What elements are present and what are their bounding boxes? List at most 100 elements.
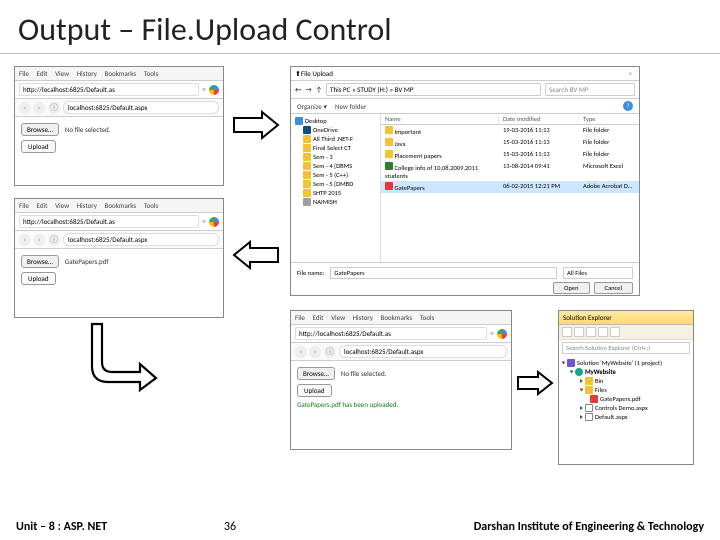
footer: Unit – 8 : ASP. NET 36 Darshan Institute… (0, 514, 720, 540)
nav-tree-item[interactable]: All Third .NET-F (293, 134, 378, 143)
tab-close-icon[interactable]: × (202, 85, 206, 95)
browse-button[interactable]: Browse… (21, 255, 59, 268)
url-input[interactable]: localhost:6825/Default.aspx (339, 345, 507, 358)
se-default-node[interactable]: Default.aspx (562, 412, 690, 421)
nav-tree-item[interactable]: Final Select CT (293, 143, 378, 152)
aspx-icon (585, 404, 593, 412)
browser-tab-row: http://localhost:6825/Default.as × (15, 81, 223, 99)
se-search-input[interactable]: Search Solution Explorer (Ctrl+;) (562, 342, 690, 354)
solution-explorer: Solution Explorer Search Solution Explor… (558, 310, 694, 465)
info-icon[interactable]: ⓘ (324, 346, 336, 358)
url-input[interactable]: localhost:6825/Default.aspx (63, 101, 219, 114)
se-home-icon[interactable] (562, 327, 572, 337)
forward-icon[interactable]: › (309, 346, 321, 358)
se-collapse-icon[interactable] (586, 327, 596, 337)
col-name[interactable]: Name (381, 114, 499, 124)
back-icon[interactable]: ‹ (19, 102, 31, 114)
forward-icon[interactable]: › (33, 102, 45, 114)
upload-button[interactable]: Upload (21, 140, 56, 153)
se-bin-node[interactable]: Bin (562, 376, 690, 385)
filter-select[interactable]: All Files (563, 267, 633, 279)
arrow-curve-down-right (90, 322, 160, 392)
menu-view[interactable]: View (331, 313, 345, 322)
menu-edit[interactable]: Edit (37, 201, 48, 210)
address-bar: ‹ › ⓘ localhost:6825/Default.aspx (291, 343, 511, 361)
se-project-node[interactable]: MyWebsite (562, 367, 690, 376)
back-icon[interactable]: ‹ (19, 234, 31, 246)
se-refresh-icon[interactable] (574, 327, 584, 337)
browser-tab-row: http://localhost:6825/Default.as × (15, 213, 223, 231)
menu-view[interactable]: View (55, 69, 69, 78)
upload-button[interactable]: Upload (297, 384, 332, 397)
dialog-nav: ← → ↑ This PC » STUDY (H:) » BV MP Searc… (291, 81, 639, 99)
folder-icon (303, 135, 311, 143)
triangle-icon (580, 415, 583, 419)
se-showall-icon[interactable] (598, 327, 608, 337)
menu-file[interactable]: File (19, 69, 29, 78)
menu-bookmarks[interactable]: Bookmarks (381, 313, 413, 322)
info-icon[interactable]: ⓘ (48, 102, 60, 114)
nav-tree-item[interactable]: Sem - 5 (C++) (293, 170, 378, 179)
file-label: No file selected. (341, 369, 387, 378)
menu-tools[interactable]: Tools (144, 201, 159, 210)
se-gatepapers-node[interactable]: GatePapers.pdf (562, 394, 690, 403)
upload-button[interactable]: Upload (21, 272, 56, 285)
se-controls-node[interactable]: Controls Demo.aspx (562, 403, 690, 412)
up-icon[interactable]: ↑ (316, 85, 322, 94)
menu-bookmarks[interactable]: Bookmarks (105, 69, 137, 78)
browser-tab[interactable]: http://localhost:6825/Default.as (19, 215, 199, 228)
breadcrumb[interactable]: This PC » STUDY (H:) » BV MP (326, 83, 541, 96)
menu-edit[interactable]: Edit (313, 313, 324, 322)
browser-tab[interactable]: http://localhost:6825/Default.as (19, 83, 199, 96)
new-folder-button[interactable]: New folder (335, 102, 366, 111)
nav-tree-item[interactable]: Desktop (293, 116, 378, 125)
browser-tab[interactable]: http://localhost:6825/Default.as (295, 327, 487, 340)
search-input[interactable]: Search BV MP (545, 83, 635, 96)
menu-bookmarks[interactable]: Bookmarks (105, 201, 137, 210)
nav-tree-item[interactable]: OneDrive (293, 125, 378, 134)
forward-icon[interactable]: → (305, 85, 311, 94)
se-solution-node[interactable]: Solution 'MyWebsite' (1 project) (562, 358, 690, 367)
help-icon[interactable]: ? (623, 101, 633, 111)
file-row[interactable]: GatePapers06-02-2015 12:21 PMAdobe Acrob… (381, 181, 639, 193)
open-button[interactable]: Open (553, 282, 589, 294)
nav-tree-item[interactable]: NAIMISH (293, 197, 378, 206)
arrow-left-1 (232, 240, 282, 270)
col-type[interactable]: Type (579, 114, 639, 124)
file-row[interactable]: Placement papers15-03-2016 11:13File fol… (381, 149, 639, 161)
nav-tree-item[interactable]: Sem - 5 [DMBD (293, 179, 378, 188)
nav-tree-item[interactable]: Sem - 3 (293, 152, 378, 161)
address-bar: ‹ › ⓘ localhost:6825/Default.aspx (15, 231, 223, 249)
browse-button[interactable]: Browse… (297, 367, 335, 380)
menu-edit[interactable]: Edit (37, 69, 48, 78)
file-row[interactable]: Important19-03-2016 11:13File folder (381, 125, 639, 137)
menu-tools[interactable]: Tools (420, 313, 435, 322)
menu-history[interactable]: History (353, 313, 373, 322)
file-row[interactable]: College info of 10,08,2009,2011 students… (381, 161, 639, 181)
tab-close-icon[interactable]: × (490, 329, 494, 339)
back-icon[interactable]: ← (295, 85, 301, 94)
url-input[interactable]: localhost:6825/Default.aspx (63, 233, 219, 246)
nav-tree-item[interactable]: SHTP 2015 (293, 188, 378, 197)
organize-menu[interactable]: Organize ▾ (297, 102, 327, 111)
menu-file[interactable]: File (19, 201, 29, 210)
menu-view[interactable]: View (55, 201, 69, 210)
tab-close-icon[interactable]: × (202, 217, 206, 227)
se-files-node[interactable]: Files (562, 385, 690, 394)
forward-icon[interactable]: › (33, 234, 45, 246)
se-prop-icon[interactable] (610, 327, 620, 337)
folder-icon (303, 171, 311, 179)
file-row[interactable]: Java15-03-2016 11:13File folder (381, 137, 639, 149)
info-icon[interactable]: ⓘ (48, 234, 60, 246)
filename-input[interactable]: GatePapers (330, 267, 557, 279)
col-date[interactable]: Date modified (499, 114, 579, 124)
close-icon[interactable]: × (626, 69, 636, 78)
nav-tree-item[interactable]: Sem - 4 [DBMS (293, 161, 378, 170)
menu-file[interactable]: File (295, 313, 305, 322)
menu-history[interactable]: History (77, 201, 97, 210)
cancel-button[interactable]: Cancel (594, 282, 633, 294)
menu-history[interactable]: History (77, 69, 97, 78)
browse-button[interactable]: Browse… (21, 123, 59, 136)
back-icon[interactable]: ‹ (295, 346, 307, 358)
menu-tools[interactable]: Tools (144, 69, 159, 78)
